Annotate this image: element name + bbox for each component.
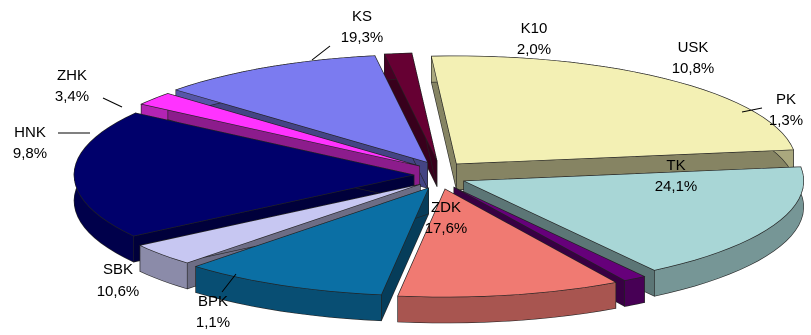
leader-bpk — [221, 273, 237, 293]
slice-k10 — [140, 93, 420, 167]
slice-pk — [383, 52, 438, 161]
slice-ks — [73, 112, 415, 237]
leader-lines — [58, 45, 763, 293]
label-usk-value: 10,8% — [672, 60, 715, 77]
slice-sbk — [397, 188, 617, 298]
label-sbk-name: SBK — [103, 261, 133, 278]
slice-hnk — [194, 187, 430, 296]
label-zhk-value: 3,4% — [55, 88, 89, 105]
label-ks-name: KS — [352, 8, 372, 25]
slice-zhk — [139, 184, 421, 264]
label-bpk-value: 1,1% — [196, 314, 230, 331]
label-hnk-value: 9,8% — [13, 145, 47, 162]
slice-zdk — [463, 166, 804, 271]
leader-zhk — [102, 97, 123, 108]
label-ks-value: 19,3% — [341, 29, 384, 46]
label-hnk-name: HNK — [14, 124, 46, 141]
label-tk-value: 24,1% — [655, 178, 698, 195]
label-zhk-name: ZHK — [57, 67, 87, 84]
label-zdk-name: ZDK — [431, 199, 461, 216]
label-tk-name: TK — [666, 157, 685, 174]
leader-pk — [741, 107, 763, 113]
label-pk-name: PK — [776, 91, 796, 108]
label-k10-name: K10 — [521, 20, 548, 37]
slice-bpk — [453, 186, 646, 281]
leader-ks — [311, 45, 331, 61]
slice-labels: K10 2,0% USK 10,8% PK 1,3% TK 24,1% ZDK … — [13, 8, 803, 331]
slice-wall-bpk — [624, 276, 645, 307]
label-bpk-name: BPK — [198, 293, 228, 310]
label-pk-value: 1,3% — [769, 112, 803, 129]
slice-tops — [73, 52, 804, 298]
label-k10-value: 2,0% — [517, 41, 551, 58]
slice-usk — [174, 55, 429, 163]
label-zdk-value: 17,6% — [425, 220, 468, 237]
label-usk-name: USK — [678, 39, 709, 56]
slice-tk — [430, 55, 794, 165]
label-sbk-value: 10,6% — [97, 283, 140, 300]
